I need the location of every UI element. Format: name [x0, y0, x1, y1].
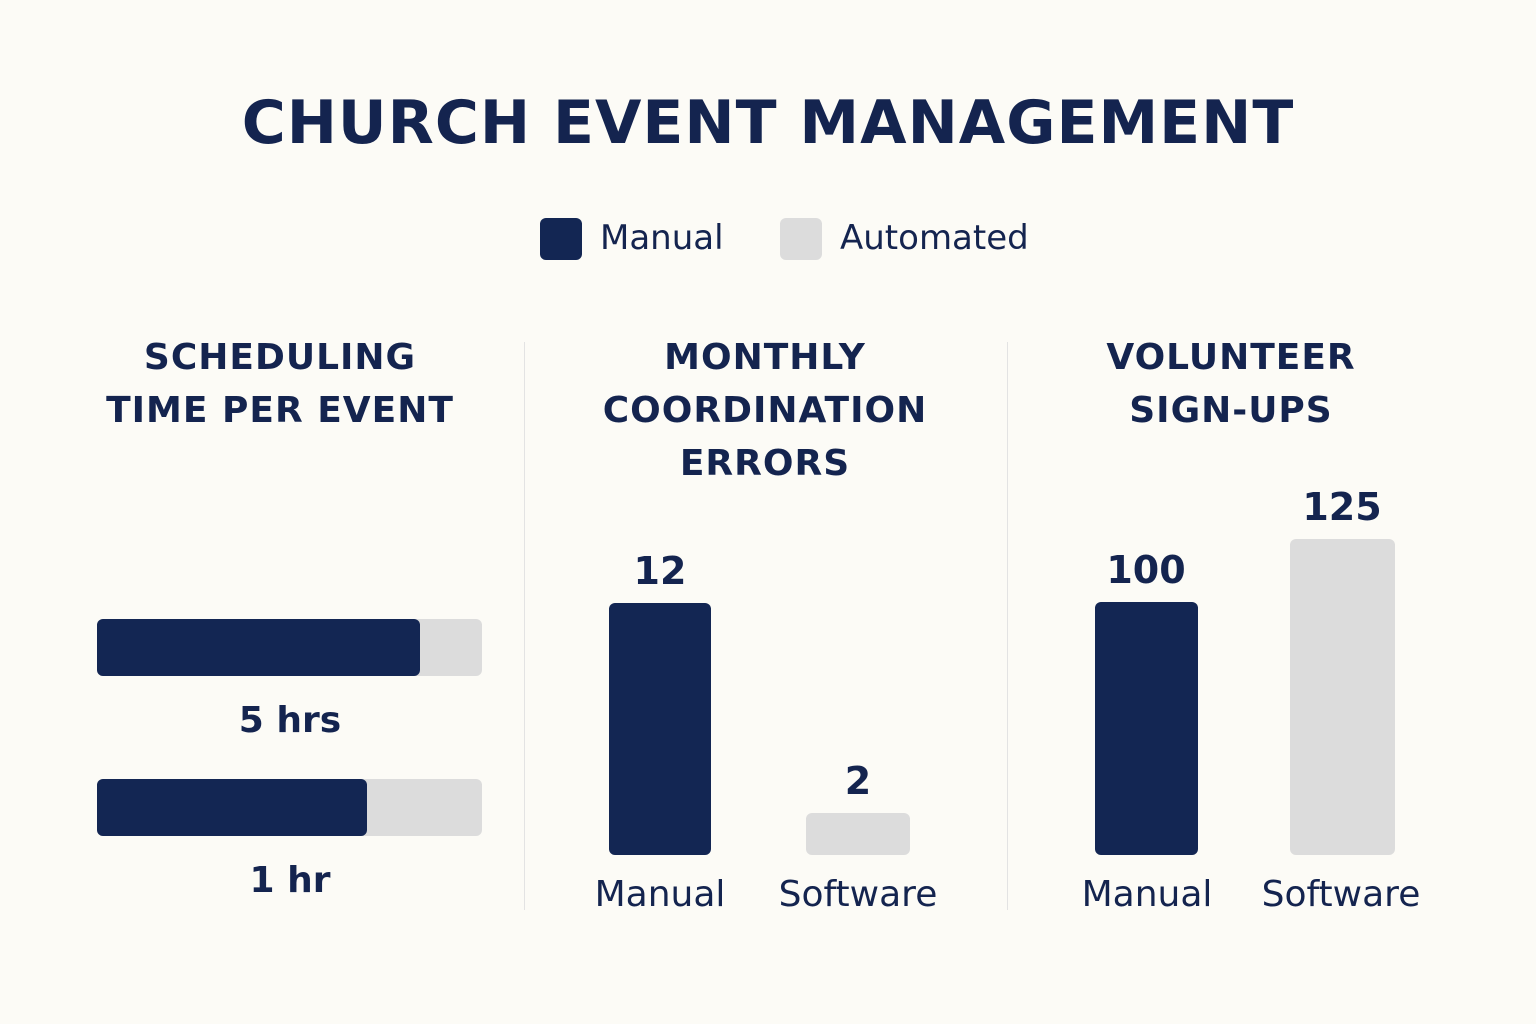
errors-panel-title: MONTHLY COORDINATION ERRORS	[545, 331, 985, 490]
signups-value-label-software: 125	[1302, 484, 1382, 529]
legend-manual-label: Manual	[600, 218, 724, 258]
legend-manual-swatch	[540, 218, 582, 260]
title-line: ERRORS	[679, 443, 851, 484]
scheduling-bar-manual-fill	[97, 779, 367, 836]
panel-divider	[1007, 342, 1008, 910]
title-line: VOLUNTEER	[1106, 337, 1356, 378]
scheduling-bar-label: 1 hr	[249, 860, 331, 901]
errors-value-label-software: 2	[844, 759, 872, 803]
legend-automated-label: Automated	[840, 218, 1029, 258]
errors-value-label-manual: 12	[633, 549, 687, 593]
title-line: SCHEDULING	[143, 337, 417, 378]
scheduling-bar-manual-fill	[97, 619, 421, 676]
signups-category-software: Software	[1261, 874, 1421, 915]
page-title: CHURCH EVENT MANAGEMENT	[241, 88, 1295, 158]
signups-value-label-manual: 100	[1106, 548, 1186, 592]
title-line: COORDINATION	[602, 390, 928, 431]
scheduling-bar-label: 5 hrs	[238, 700, 342, 741]
scheduling-bar-track	[97, 619, 482, 676]
errors-category-software: Software	[778, 874, 938, 915]
scheduling-bar-track	[97, 779, 482, 836]
legend: Manual Automated	[0, 218, 1536, 262]
scheduling-panel-title: SCHEDULING TIME PER EVENT	[60, 331, 500, 437]
errors-bar-manual	[609, 603, 711, 855]
errors-category-manual: Manual	[594, 874, 726, 915]
signups-category-manual: Manual	[1081, 874, 1213, 915]
signups-bar-software	[1290, 538, 1395, 855]
errors-bar-software	[806, 813, 910, 855]
signups-panel-title: VOLUNTEER SIGN-UPS	[1011, 331, 1451, 437]
title-line: MONTHLY	[664, 337, 866, 378]
title-line: SIGN-UPS	[1129, 390, 1333, 431]
signups-bar-manual	[1095, 602, 1198, 855]
legend-automated-swatch	[780, 218, 822, 260]
title-line: TIME PER EVENT	[106, 390, 454, 431]
panel-divider	[524, 342, 525, 910]
